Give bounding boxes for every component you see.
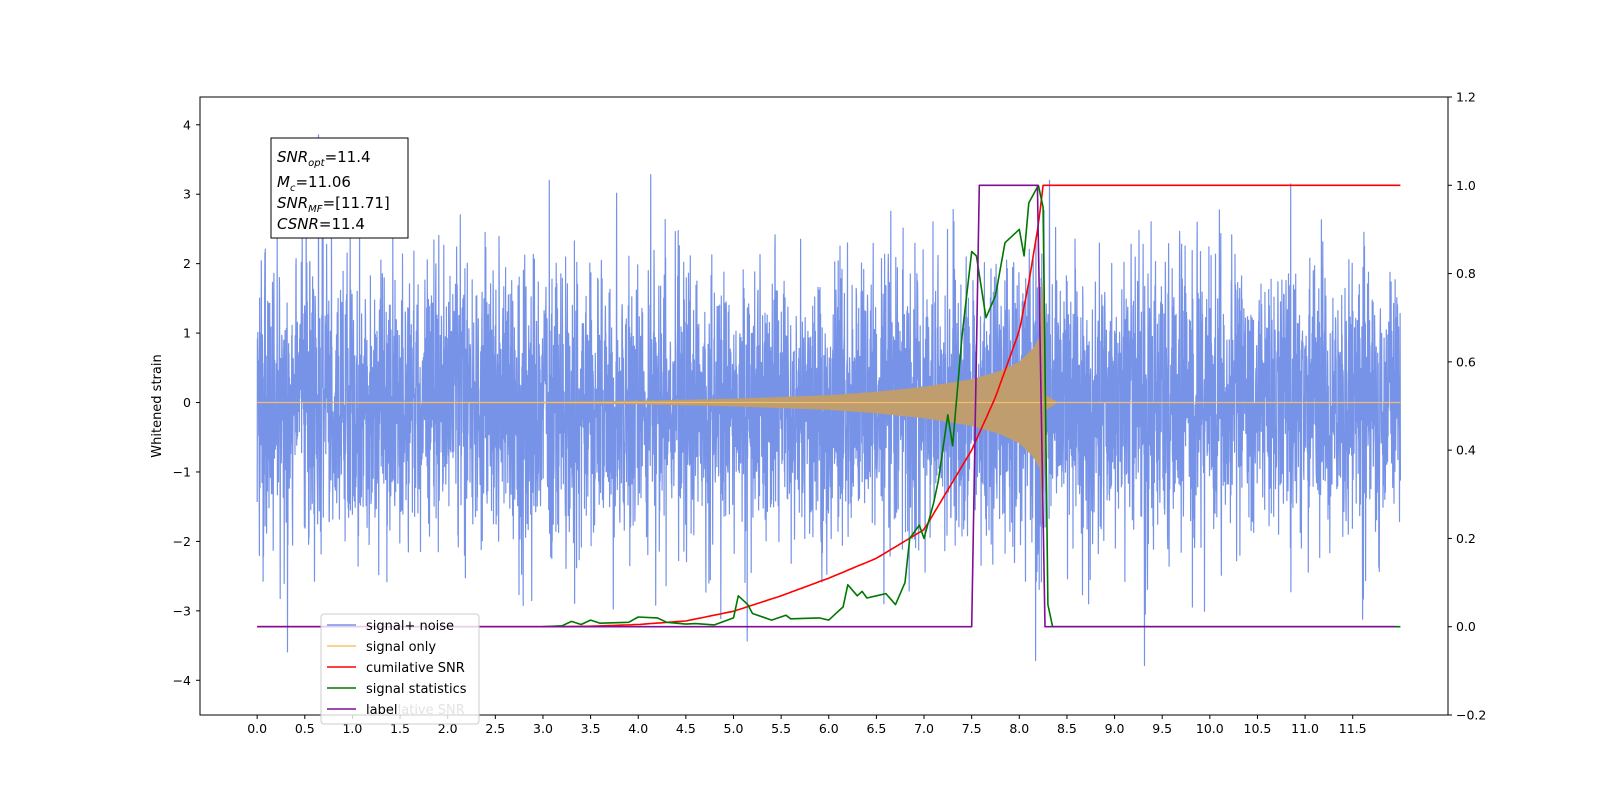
legend-label-cumulative-snr: cumilative SNR: [366, 661, 465, 676]
legend-label-label: label: [366, 703, 397, 718]
x-tick-label: 2.5: [485, 721, 505, 736]
x-tick-label: 6.0: [819, 721, 839, 736]
y-tick-label: −2: [173, 534, 191, 549]
x-tick-label: 7.5: [962, 721, 982, 736]
y2-tick-label: −0.2: [1456, 708, 1486, 723]
x-tick-label: 4.0: [628, 721, 648, 736]
y-tick-label: 3: [183, 187, 191, 202]
stats-snr-mf: SNRMF=[11.71]: [277, 194, 390, 215]
legend-label-signal-only: signal only: [366, 640, 436, 655]
y-tick-label: 1: [183, 326, 191, 341]
x-tick-label: 8.5: [1057, 721, 1077, 736]
y-axis-left: 4 3 2 1 0 −1 −2 −3 −4: [173, 117, 200, 688]
x-tick-label: 5.0: [724, 721, 744, 736]
y-tick-label: 2: [183, 256, 191, 271]
x-tick-label: 11.0: [1291, 721, 1319, 736]
plot-frame: [199, 96, 1449, 716]
legend-label-signal-statistics: signal statistics: [366, 682, 467, 697]
x-tick-label: 0.5: [295, 721, 315, 736]
x-tick-label: 8.0: [1009, 721, 1029, 736]
x-tick-label: 2.0: [438, 721, 458, 736]
y2-tick-label: 0.2: [1456, 531, 1476, 546]
x-tick-label: 7.0: [914, 721, 934, 736]
y-axis-label: Whitened strain: [150, 354, 165, 457]
x-tick-label: 1.5: [390, 721, 410, 736]
stats-mc: Mc=11.06: [277, 173, 351, 194]
y2-tick-label: 0.6: [1456, 354, 1476, 369]
series-signal-noise: [256, 134, 1401, 667]
y-tick-label: −3: [173, 603, 191, 618]
x-tick-label: 10.5: [1244, 721, 1272, 736]
y2-tick-label: 0.4: [1456, 443, 1476, 458]
series-layer: [256, 134, 1401, 667]
stats-snr-opt: SNRopt=11.4: [277, 148, 371, 169]
y2-tick-label: 0.0: [1456, 619, 1476, 634]
y2-tick-label: 1.2: [1456, 90, 1476, 105]
x-tick-label: 11.5: [1339, 721, 1367, 736]
series-label: [257, 184, 1396, 628]
x-tick-label: 3.0: [533, 721, 553, 736]
y-tick-label: 4: [183, 117, 191, 132]
y2-tick-label: 0.8: [1456, 266, 1476, 281]
x-tick-label: 10.0: [1196, 721, 1224, 736]
legend: signal+ noise signal only cumilative SNR…: [320, 613, 480, 725]
y-axis-right: 1.2 1.0 0.8 0.6 0.4 0.2 0.0 −0.2: [1448, 90, 1486, 723]
y-tick-label: −1: [173, 464, 191, 479]
y2-tick-label: 1.0: [1456, 178, 1476, 193]
x-axis: 0.0 0.5 1.0 1.5 2.0 2.5 3.0 3.5 4.0 4.5 5.0 5.5 6.0 6…: [247, 715, 1367, 736]
series-signal-statistics: [542, 184, 1401, 628]
y-tick-label: 0: [183, 395, 191, 410]
x-tick-label: 1.0: [342, 721, 362, 736]
x-tick-label: 9.5: [1152, 721, 1172, 736]
legend-ghost-text: cumilative SNR: [366, 703, 465, 718]
legend-label-signal-noise: signal+ noise: [366, 619, 454, 634]
x-tick-label: 4.5: [676, 721, 696, 736]
stats-csnr: CSNR=11.4: [277, 215, 365, 233]
x-tick-label: 9.0: [1105, 721, 1125, 736]
x-tick-label: 5.5: [771, 721, 791, 736]
x-tick-label: 6.5: [866, 721, 886, 736]
x-tick-label: 0.0: [247, 721, 267, 736]
stats-box: SNRopt=11.4 Mc=11.06 SNRMF=[11.71] CSNR=…: [270, 137, 409, 239]
x-tick-label: 3.5: [581, 721, 601, 736]
y-tick-label: −4: [173, 673, 191, 688]
